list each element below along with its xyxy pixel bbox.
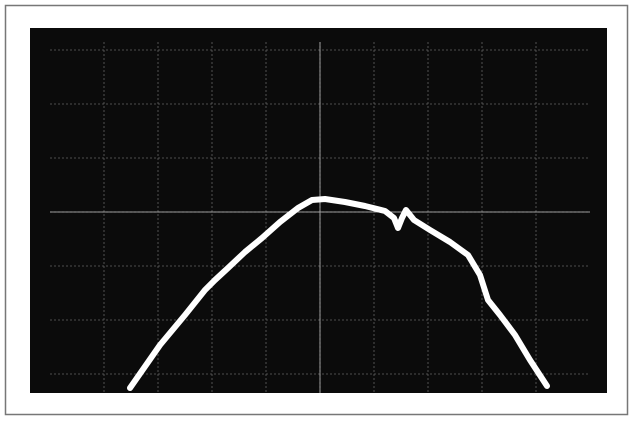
scope-screen	[30, 28, 607, 393]
waveform-trace	[127, 196, 550, 391]
photo-border	[4, 4, 629, 416]
graticule-axes	[50, 42, 590, 393]
